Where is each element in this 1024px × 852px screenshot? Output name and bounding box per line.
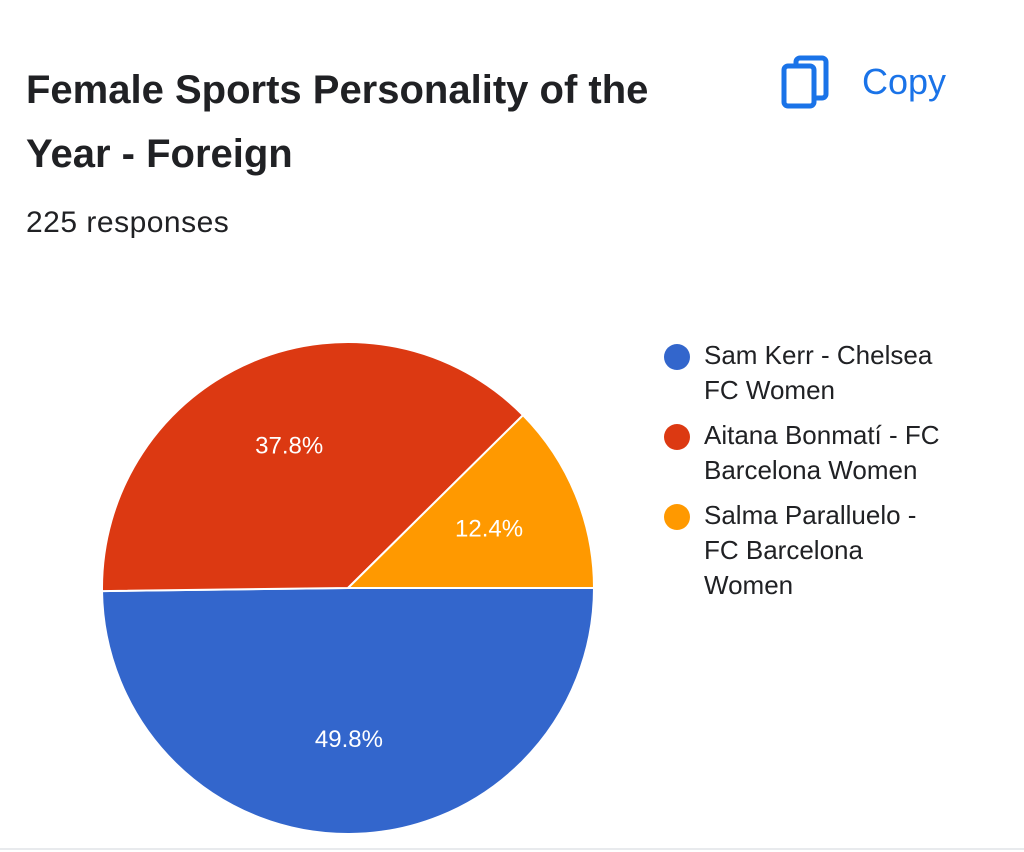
pie-slice-1[interactable]	[101, 587, 596, 835]
legend-label-line: Aitana Bonmatí - FC	[704, 420, 940, 450]
legend-swatch	[664, 424, 690, 450]
divider	[0, 848, 1024, 850]
legend-item-2: Aitana Bonmatí - FC Barcelona Women	[664, 418, 994, 488]
legend-label-line: Sam Kerr - Chelsea	[704, 340, 933, 370]
pie-slice-label-2: 37.8%	[255, 433, 323, 460]
chart-title: Female Sports Personality of the Year - …	[26, 68, 649, 176]
response-count: 225 responses	[26, 206, 230, 239]
pie-slice-label-3: 12.4%	[455, 515, 523, 542]
chart-legend: Sam Kerr - Chelsea FC Women Aitana Bonmatí…	[664, 338, 994, 613]
legend-swatch	[664, 344, 690, 370]
legend-label-line: Women	[704, 570, 794, 600]
legend-label-line: FC Women	[704, 375, 835, 405]
copy-icon	[781, 55, 829, 109]
legend-label: Sam Kerr - Chelsea FC Women	[704, 338, 964, 408]
legend-label-line: FC Barcelona	[704, 535, 863, 565]
legend-label-line: Barcelona Women	[704, 455, 918, 485]
copy-button-label: Copy	[862, 61, 947, 102]
legend-label-line: Salma Paralluelo -	[704, 500, 917, 530]
legend-item-1: Sam Kerr - Chelsea FC Women	[664, 338, 994, 408]
pie-slice-2[interactable]	[101, 340, 525, 593]
legend-swatch	[664, 504, 690, 530]
legend-label: Salma Paralluelo - FC Barcelona Women	[704, 498, 964, 603]
pie-slice-label-1: 49.8%	[315, 726, 383, 753]
copy-button[interactable]: Copy	[780, 52, 980, 112]
legend-item-3: Salma Paralluelo - FC Barcelona Women	[664, 498, 994, 603]
pie-slice-3[interactable]	[345, 413, 596, 589]
legend-label: Aitana Bonmatí - FC Barcelona Women	[704, 418, 964, 488]
